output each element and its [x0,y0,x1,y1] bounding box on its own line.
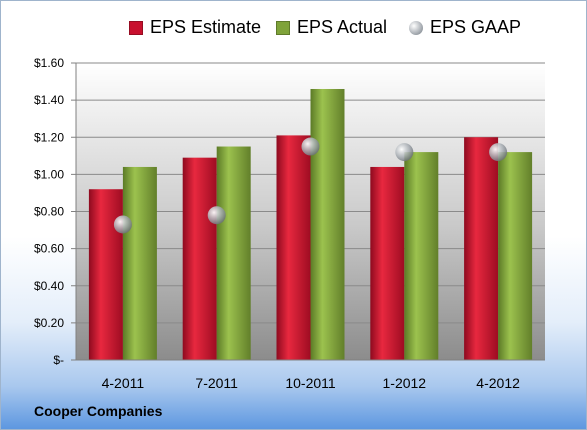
point-eps-gaap [489,143,508,162]
legend-label-actual: EPS Actual [297,17,388,37]
legend-label-gaap: EPS GAAP [430,17,522,37]
plot-svg: $- $0.20 $0.40 $0.60 $0.80 $1.00 $1.20 $1.40 $1.… [34,56,545,391]
bar-eps-estimate [464,137,499,360]
bar-eps-actual [310,88,345,361]
legend-item-estimate: EPS Estimate [129,17,261,38]
y-tick-label: $1.60 [34,56,64,70]
bar-eps-estimate [88,189,123,360]
bar-eps-actual [122,166,157,360]
y-tick-label: $1.00 [34,167,64,181]
x-tick-label: 4-2011 [102,375,145,391]
x-tick-label: 7-2011 [195,375,238,391]
legend-swatch-estimate [129,20,143,35]
gaap-markers [113,137,508,234]
y-tick-label: $0.60 [34,242,64,256]
x-tick-label: 4-2012 [476,375,520,391]
y-tick-label: $0.80 [34,205,64,219]
bar-eps-actual [498,152,533,360]
point-eps-gaap [301,137,320,156]
bar-eps-actual [404,152,439,360]
point-eps-gaap [113,215,132,234]
bar-eps-estimate [182,157,217,360]
point-eps-gaap [395,143,414,162]
bar-eps-estimate [276,135,311,360]
legend-item-gaap: EPS GAAP [409,17,521,38]
x-tick-label: 10-2011 [285,375,336,391]
x-axis: 4-2011 7-2011 10-2011 1-2012 4-2012 [76,359,545,391]
company-name: Cooper Companies [34,403,163,419]
legend-marker-gaap [409,20,423,35]
y-tick-label: $1.20 [34,130,64,144]
legend: EPS Estimate EPS Actual EPS GAAP [1,17,586,43]
legend-swatch-actual [276,20,290,35]
y-axis: $- $0.20 $0.40 $0.60 $0.80 $1.00 $1.20 $1.40 $1.… [34,56,77,367]
legend-item-actual: EPS Actual [276,17,387,38]
y-tick-label: $0.20 [34,316,64,330]
legend-label-estimate: EPS Estimate [150,17,262,37]
point-eps-gaap [207,206,226,225]
bar-eps-estimate [370,166,405,360]
bars [88,88,533,361]
x-tick-label: 1-2012 [383,375,427,391]
y-tick-label: $- [53,353,64,367]
y-tick-label: $1.40 [34,93,64,107]
y-tick-label: $0.40 [34,279,64,293]
bar-eps-actual [216,146,251,360]
